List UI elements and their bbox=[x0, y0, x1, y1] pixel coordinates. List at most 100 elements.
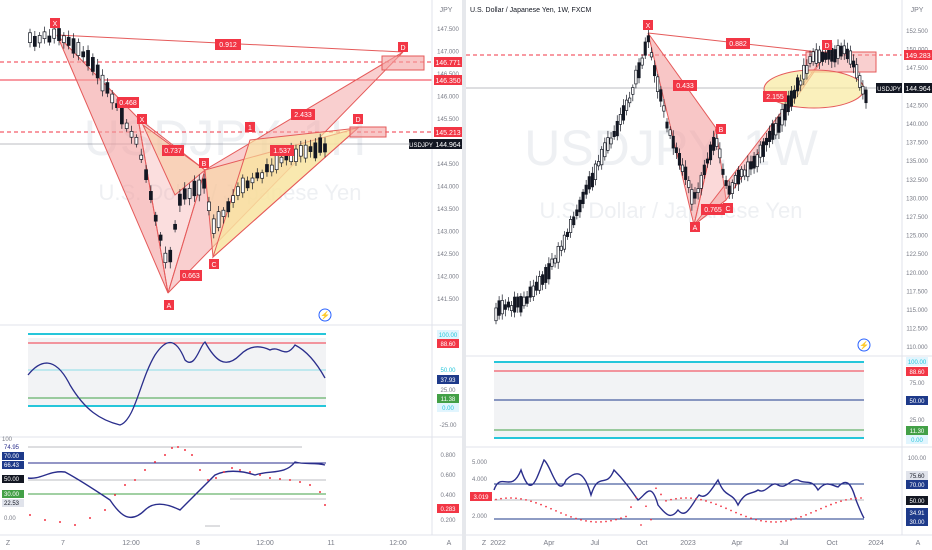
right-time-jul-2023: Jul bbox=[780, 540, 789, 547]
candle-body bbox=[603, 142, 607, 158]
left-price-tick: 141.500 bbox=[437, 297, 459, 303]
svg-text:146.771: 146.771 bbox=[435, 60, 460, 67]
candle-body bbox=[730, 182, 734, 194]
left-ratio-bc: 0.737 bbox=[162, 145, 184, 156]
right-chart-title: U.S. Dollar / Japanese Yen, 1W, FXCM bbox=[470, 7, 592, 14]
stoch-dot bbox=[505, 497, 507, 500]
candle-body bbox=[503, 304, 507, 310]
left-inner-d-zone[interactable] bbox=[349, 126, 387, 138]
stoch-dot bbox=[570, 515, 572, 518]
stoch-dot bbox=[595, 521, 597, 523]
left-time-1200b: 12:00 bbox=[256, 540, 274, 547]
svg-text:⚡: ⚡ bbox=[320, 310, 330, 320]
right-chart-canvas[interactable]: U.S. Dollar / Japanese Yen, 1W, FXCM USD… bbox=[466, 0, 932, 550]
candle-body bbox=[519, 296, 523, 313]
stoch-dot bbox=[144, 469, 146, 471]
candle-body bbox=[668, 129, 672, 136]
svg-text:50.00: 50.00 bbox=[909, 399, 925, 405]
svg-text:100.00: 100.00 bbox=[439, 333, 458, 339]
candle-body bbox=[587, 176, 591, 190]
candle-body bbox=[559, 245, 563, 251]
left-corner-z[interactable]: Z bbox=[6, 540, 11, 547]
candle-body bbox=[637, 62, 641, 79]
right-currency-label: JPY bbox=[911, 7, 924, 14]
stoch-dot bbox=[855, 497, 857, 500]
candle-body bbox=[845, 48, 849, 60]
candle-body bbox=[240, 177, 245, 194]
right-corner-z[interactable]: Z bbox=[482, 540, 487, 547]
svg-text:C: C bbox=[211, 262, 216, 269]
right-label-b: B bbox=[716, 124, 726, 134]
stoch-dot bbox=[830, 503, 832, 506]
svg-text:A: A bbox=[693, 225, 698, 232]
pane-divider[interactable] bbox=[462, 0, 466, 550]
svg-text:3.019: 3.019 bbox=[473, 495, 489, 501]
left-inner-label-x: X bbox=[137, 114, 147, 124]
candle-body bbox=[231, 195, 235, 203]
candle-body bbox=[544, 267, 548, 283]
candle-body bbox=[32, 35, 37, 47]
left-rsi-band bbox=[28, 338, 326, 406]
stoch-dot bbox=[745, 515, 747, 518]
candle-body bbox=[569, 219, 573, 233]
svg-text:30.00: 30.00 bbox=[909, 520, 925, 526]
svg-text:1.537: 1.537 bbox=[273, 148, 291, 155]
right-rsi-tag-ob: 88.60 bbox=[906, 367, 928, 376]
stoch-dot bbox=[740, 513, 742, 516]
candle-body bbox=[743, 169, 747, 177]
left-chart-canvas[interactable]: USDJPY, 1H U.S. Dollar / Japanese Yen X … bbox=[0, 0, 462, 550]
candle-body bbox=[537, 276, 542, 291]
candle-body bbox=[805, 65, 809, 74]
candle-body bbox=[677, 153, 681, 166]
left-label-x: X bbox=[50, 18, 60, 28]
left-corner-a[interactable]: A bbox=[447, 540, 452, 547]
left-price-axis[interactable]: 147.500147.000146.500146.000145.500145.0… bbox=[437, 27, 459, 303]
svg-text:D: D bbox=[400, 45, 405, 52]
stoch-dot bbox=[710, 501, 712, 504]
candle-body bbox=[52, 28, 57, 39]
candle-body bbox=[562, 234, 566, 250]
left-d-zone[interactable] bbox=[381, 55, 425, 71]
left-stoch-right-0400: 0.400 bbox=[440, 493, 456, 499]
stoch-dot bbox=[645, 505, 647, 508]
candle-body bbox=[690, 189, 694, 205]
right-price-axis[interactable]: 152.500150.000147.500145.000142.500140.0… bbox=[906, 29, 928, 351]
right-stoch-line bbox=[493, 458, 865, 519]
left-lightning-icon[interactable]: ⚡ bbox=[318, 308, 332, 322]
left-label-a: A bbox=[164, 300, 174, 310]
stoch-dot bbox=[259, 474, 261, 476]
right-chart-pane[interactable]: U.S. Dollar / Japanese Yen, 1W, FXCM USD… bbox=[466, 0, 932, 550]
right-stoch-tag-e: 30.00 bbox=[906, 517, 928, 526]
svg-text:B: B bbox=[719, 127, 724, 134]
right-time-oct-2023: Oct bbox=[827, 540, 838, 547]
left-stoch-tag-d: 50.00 bbox=[2, 475, 24, 483]
stoch-dot bbox=[560, 512, 562, 514]
stoch-dot bbox=[680, 497, 682, 500]
candle-body bbox=[761, 141, 765, 157]
right-corner-a[interactable]: A bbox=[916, 540, 921, 547]
left-tag-d-zone-bottom: 146.350 bbox=[434, 75, 462, 85]
right-target-ellipse[interactable] bbox=[763, 69, 865, 109]
right-lightning-icon[interactable]: ⚡ bbox=[857, 338, 871, 352]
stoch-dot bbox=[199, 469, 201, 471]
left-tag-current-price: 144.964 bbox=[434, 139, 462, 149]
stoch-dot bbox=[760, 519, 762, 522]
left-time-8: 8 bbox=[196, 540, 200, 547]
stoch-dot bbox=[495, 498, 497, 501]
stoch-dot bbox=[755, 518, 757, 521]
candle-body bbox=[864, 89, 868, 104]
candle-body bbox=[168, 249, 173, 263]
stoch-dot bbox=[820, 507, 822, 510]
left-stoch-tag-e: 30.00 bbox=[2, 490, 24, 498]
stoch-dot bbox=[29, 514, 31, 516]
candle-body bbox=[712, 136, 716, 151]
stoch-dot bbox=[825, 505, 827, 508]
left-rsi-tag-os: 11.38 bbox=[437, 394, 459, 403]
stoch-dot bbox=[289, 479, 291, 481]
candle-body bbox=[593, 163, 598, 180]
stoch-dot bbox=[171, 447, 173, 449]
stoch-dot bbox=[177, 446, 179, 448]
candle-body bbox=[534, 281, 538, 291]
left-chart-pane[interactable]: USDJPY, 1H U.S. Dollar / Japanese Yen X … bbox=[0, 0, 462, 550]
candle-body bbox=[727, 185, 731, 195]
